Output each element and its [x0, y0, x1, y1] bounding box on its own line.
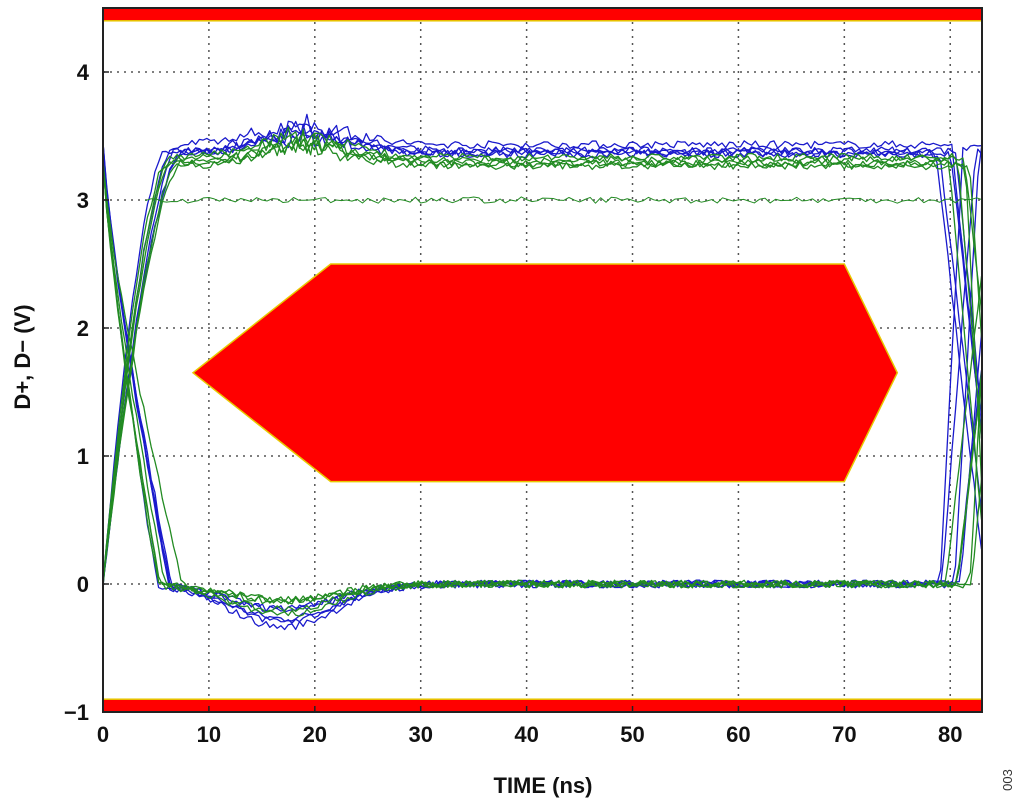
y-tick-label: 1	[77, 444, 89, 469]
y-tick-label: 0	[77, 572, 89, 597]
figure-id: 003	[1000, 769, 1015, 791]
y-tick-label: 2	[77, 316, 89, 341]
y-axis-title: D+, D− (V)	[10, 304, 35, 409]
x-tick-label: 40	[514, 722, 538, 747]
x-tick-label: 0	[97, 722, 109, 747]
trace-rising-1-3	[103, 140, 982, 587]
upper-limit-band	[102, 7, 983, 22]
tick-labels: 0 10 20 30 40 50 60 70 80 −1 0 1 2 3 4	[64, 60, 963, 747]
x-tick-label: 80	[938, 722, 962, 747]
x-tick-label: 10	[197, 722, 221, 747]
trace-mid-level	[145, 196, 982, 204]
trace-rising-1-2	[103, 128, 982, 582]
trace-layer	[103, 113, 982, 631]
x-tick-label: 30	[408, 722, 432, 747]
y-tick-label: 3	[77, 188, 89, 213]
x-tick-label: 20	[303, 722, 327, 747]
x-tick-label: 50	[620, 722, 644, 747]
trace-falling-1-f3	[103, 162, 982, 605]
x-tick-label: 60	[726, 722, 750, 747]
trace-falling-1-f1	[103, 164, 982, 613]
eye-mask-hexagon	[191, 263, 899, 483]
plot-border	[102, 7, 983, 713]
trace-rising-1-4	[103, 140, 982, 583]
trace-rising-0-4	[103, 120, 982, 583]
trace-falling-1-f4	[103, 160, 982, 605]
trace-rising-0-0	[103, 123, 982, 583]
x-axis-title: TIME (ns)	[494, 773, 593, 798]
y-tick-label: 4	[77, 60, 90, 85]
lower-limit-band	[102, 698, 983, 713]
plot-frame	[102, 7, 983, 713]
y-tick-label: −1	[64, 700, 89, 725]
x-tick-label: 70	[832, 722, 856, 747]
trace-rising-0-1	[103, 113, 982, 583]
